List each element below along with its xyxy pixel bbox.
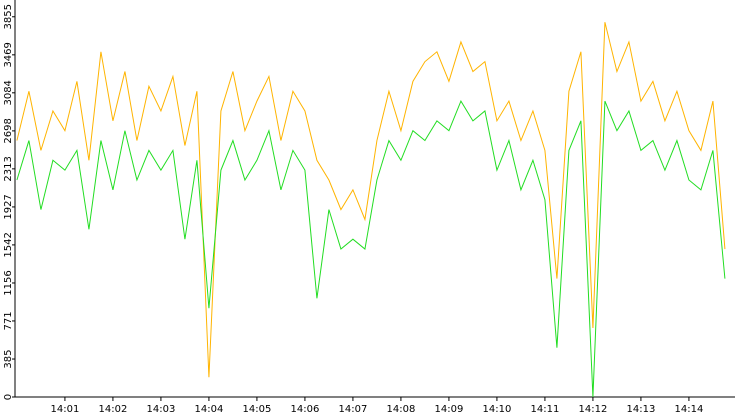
x-tick-label: 14:10 bbox=[483, 404, 512, 415]
x-tick-label: 14:13 bbox=[627, 404, 656, 415]
y-tick-label: 2698 bbox=[3, 118, 14, 143]
x-tick-label: 14:11 bbox=[531, 404, 560, 415]
y-tick-label: 0 bbox=[3, 394, 14, 400]
y-tick-label: 3084 bbox=[3, 80, 14, 105]
y-tick-label: 1927 bbox=[3, 194, 14, 219]
x-tick-label: 14:03 bbox=[147, 404, 176, 415]
y-tick-label: 3855 bbox=[3, 4, 14, 29]
y-tick-label: 1156 bbox=[3, 270, 14, 295]
x-tick-label: 14:09 bbox=[435, 404, 464, 415]
x-tick-label: 14:08 bbox=[387, 404, 416, 415]
x-tick-label: 14:07 bbox=[339, 404, 368, 415]
x-tick-label: 14:06 bbox=[291, 404, 320, 415]
series-line bbox=[16, 99, 726, 398]
y-tick-label: 385 bbox=[3, 349, 14, 368]
y-tick-label: 3469 bbox=[3, 42, 14, 67]
y-tick-label: 1542 bbox=[3, 232, 14, 257]
x-tick-label: 14:04 bbox=[195, 404, 224, 415]
x-tick-label: 14:14 bbox=[675, 404, 704, 415]
y-tick-label: 771 bbox=[3, 311, 14, 330]
y-tick-label: 2313 bbox=[3, 156, 14, 181]
series-line bbox=[16, 22, 726, 378]
x-tick-label: 14:05 bbox=[243, 404, 272, 415]
x-tick-label: 14:12 bbox=[579, 404, 608, 415]
x-tick-label: 14:01 bbox=[51, 404, 80, 415]
x-tick-label: 14:02 bbox=[99, 404, 128, 415]
